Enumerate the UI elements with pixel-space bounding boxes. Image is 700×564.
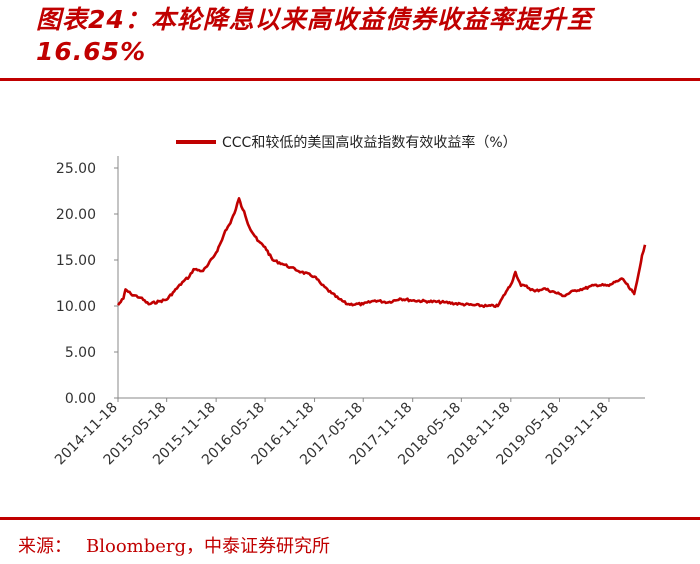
legend: CCC和较低的美国高收益指数有效收益率（%） [176, 134, 517, 151]
top-divider [0, 78, 700, 81]
x-axis-ticks: 2014-11-182015-05-182015-11-182016-05-18… [52, 398, 612, 468]
series-group [116, 197, 647, 309]
bottom-divider [0, 517, 700, 520]
y-tick-label: 5.00 [65, 345, 96, 361]
legend-label: CCC和较低的美国高收益指数有效收益率（%） [222, 134, 517, 151]
figure-title: 图表24：本轮降息以来高收益债券收益率提升至16.65% [36, 5, 593, 66]
y-tick-label: 0.00 [65, 391, 96, 407]
axes [117, 156, 645, 399]
y-tick-label: 10.00 [56, 299, 96, 315]
source-note: 来源： Bloomberg，中泰证券研究所 [18, 532, 330, 558]
y-axis-ticks: 25.00 20.00 15.00 10.00 5.00 0.00 [56, 161, 118, 407]
series-line [116, 197, 647, 309]
source-value: Bloomberg，中泰证券研究所 [86, 536, 331, 557]
source-label: 来源： [18, 536, 72, 557]
y-tick-label: 25.00 [56, 161, 96, 177]
y-tick-label: 15.00 [56, 253, 96, 269]
y-tick-label: 20.00 [56, 207, 96, 223]
line-chart: CCC和较低的美国高收益指数有效收益率（%） 25.00 20.00 15.00 10… [52, 134, 647, 468]
